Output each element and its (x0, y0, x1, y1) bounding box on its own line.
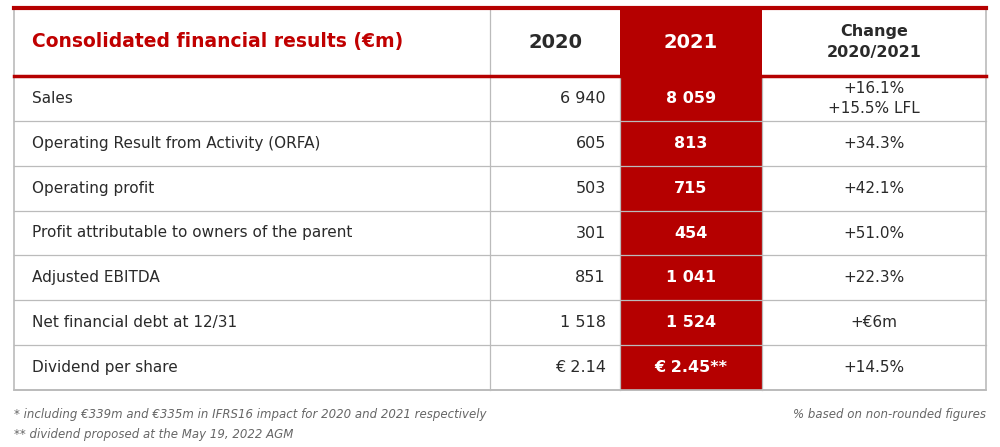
Text: Adjusted EBITDA: Adjusted EBITDA (32, 270, 160, 285)
Text: 503: 503 (576, 181, 606, 196)
Text: Dividend per share: Dividend per share (32, 360, 178, 375)
Text: 2020: 2020 (528, 33, 582, 51)
Text: 301: 301 (576, 225, 606, 240)
Bar (14, 8, 986, 390)
Text: Consolidated financial results (€m): Consolidated financial results (€m) (32, 33, 403, 51)
Bar (620, 345, 762, 390)
Bar (620, 300, 762, 345)
Text: 1 524: 1 524 (666, 315, 716, 330)
Text: 715: 715 (674, 181, 708, 196)
Text: +22.3%: +22.3% (843, 270, 905, 285)
Text: * including €339m and €335m in IFRS16 impact for 2020 and 2021 respectively: * including €339m and €335m in IFRS16 im… (14, 408, 486, 421)
Text: +34.3%: +34.3% (843, 136, 905, 151)
Text: Operating profit: Operating profit (32, 181, 154, 196)
Text: 1 518: 1 518 (560, 315, 606, 330)
Bar (620, 76, 762, 121)
Text: Profit attributable to owners of the parent: Profit attributable to owners of the par… (32, 225, 352, 240)
Text: 2021: 2021 (664, 33, 718, 51)
Text: +51.0%: +51.0% (843, 225, 905, 240)
Bar (620, 121, 762, 166)
Text: 6 940: 6 940 (560, 91, 606, 106)
Text: +14.5%: +14.5% (843, 360, 905, 375)
Text: € 2.14: € 2.14 (555, 360, 606, 375)
Text: % based on non-rounded figures: % based on non-rounded figures (793, 408, 986, 421)
Bar (620, 8, 762, 76)
Text: +€6m: +€6m (850, 315, 898, 330)
Bar (620, 211, 762, 255)
Text: Sales: Sales (32, 91, 73, 106)
Text: 454: 454 (674, 225, 708, 240)
Text: 851: 851 (575, 270, 606, 285)
Text: 813: 813 (674, 136, 708, 151)
Text: +16.1%
+15.5% LFL: +16.1% +15.5% LFL (828, 81, 920, 116)
Text: Net financial debt at 12/31: Net financial debt at 12/31 (32, 315, 237, 330)
Bar (620, 166, 762, 211)
Text: 1 041: 1 041 (666, 270, 716, 285)
Text: Operating Result from Activity (ORFA): Operating Result from Activity (ORFA) (32, 136, 320, 151)
Text: ** dividend proposed at the May 19, 2022 AGM: ** dividend proposed at the May 19, 2022… (14, 428, 293, 441)
Text: Change
2020/2021: Change 2020/2021 (827, 24, 921, 60)
Text: € 2.45**: € 2.45** (654, 360, 728, 375)
Text: 8 059: 8 059 (666, 91, 716, 106)
Text: 605: 605 (576, 136, 606, 151)
Text: +42.1%: +42.1% (843, 181, 905, 196)
Bar (620, 255, 762, 300)
